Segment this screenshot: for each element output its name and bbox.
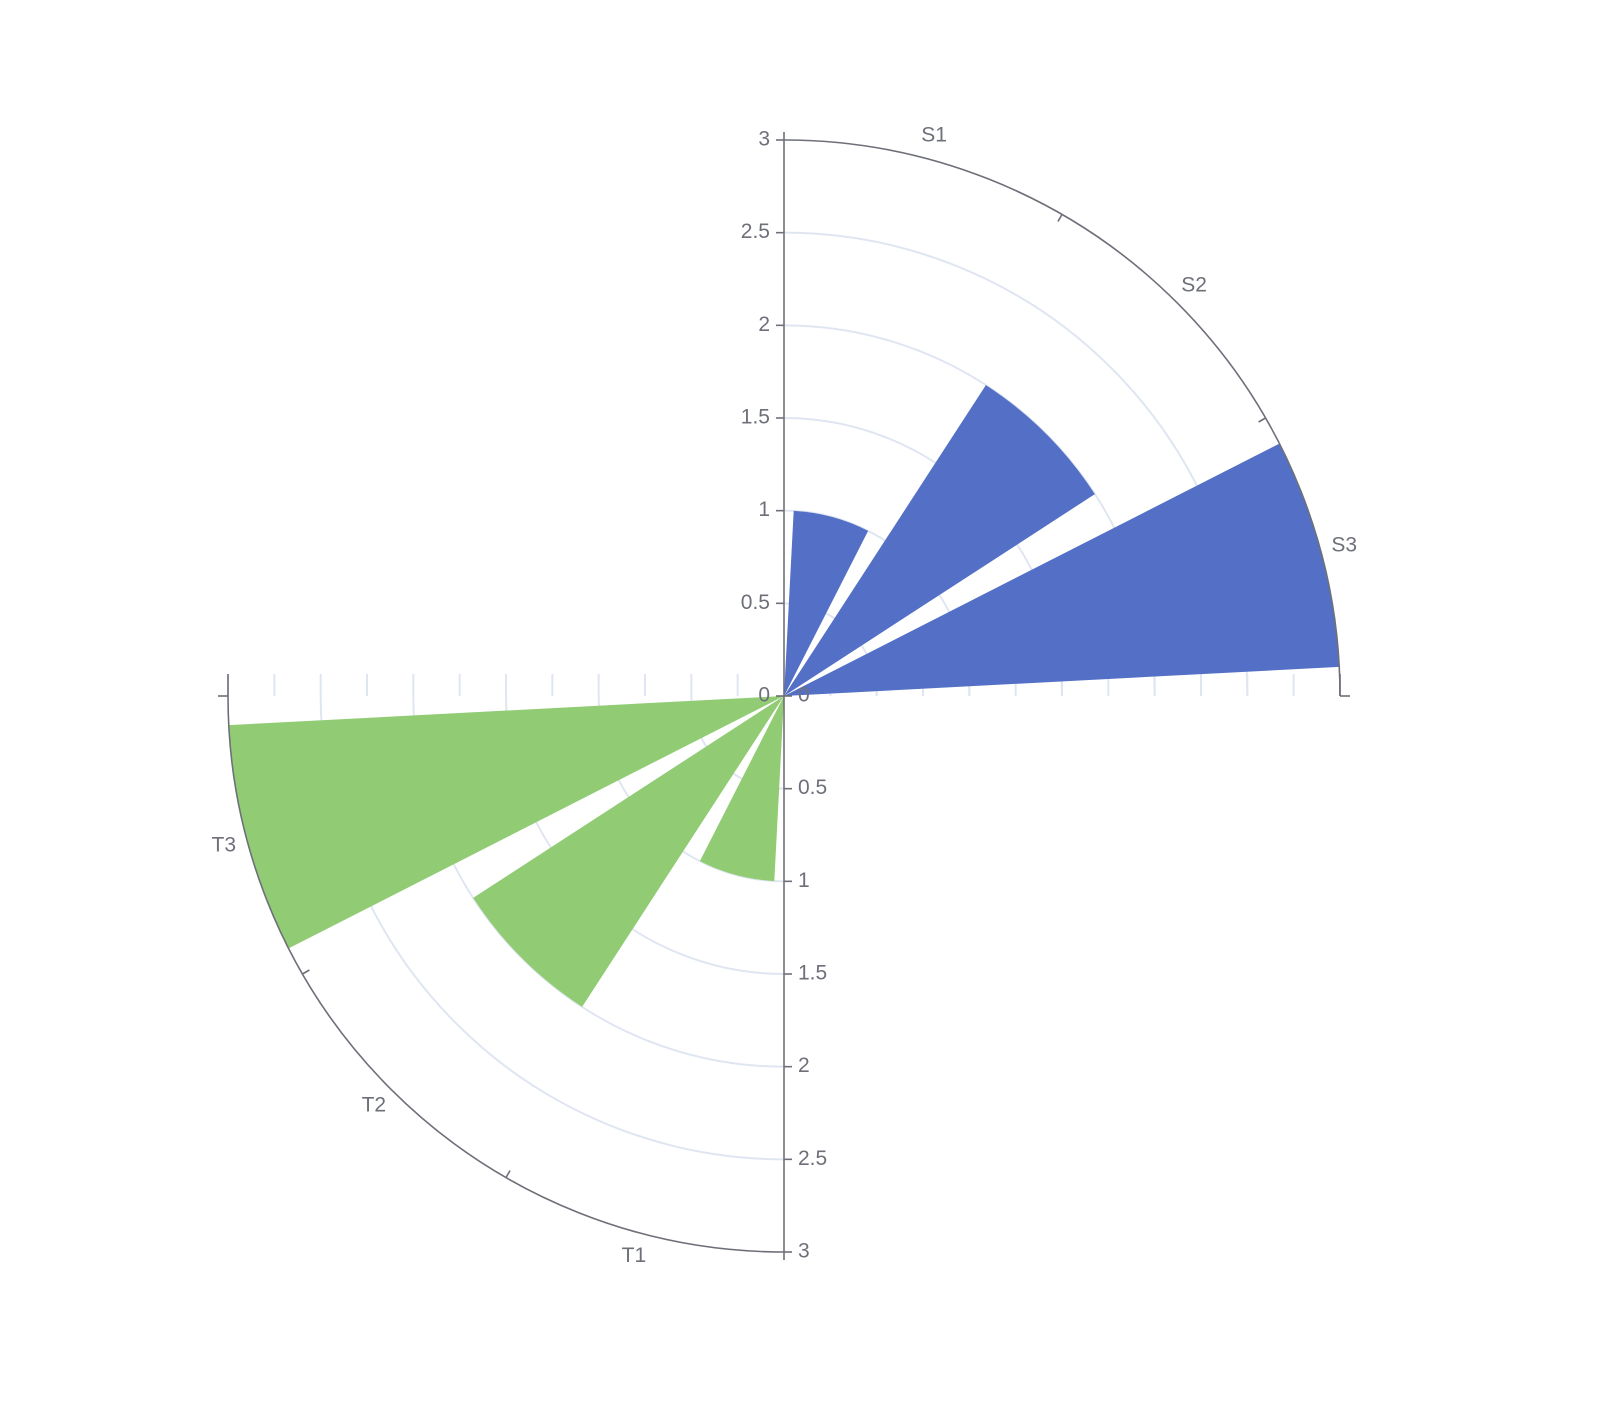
category-label-t1: T1 bbox=[622, 1244, 647, 1267]
radius-tick-label: 1 bbox=[758, 498, 770, 521]
labels-layer: S1 S2 S3 0 0.5 1 1.5 2 2.5 3 T1 T2 T3 0 0.5 1 1.5 2 2.5 3 bbox=[212, 123, 1358, 1266]
angle-axis-arc bbox=[227, 695, 785, 1253]
radius-tick-label: 1.5 bbox=[798, 962, 827, 985]
category-label-t2: T2 bbox=[362, 1094, 387, 1117]
radius-tick-label: 0.5 bbox=[741, 591, 770, 614]
radius-tick-label: 0 bbox=[798, 684, 810, 707]
bar-s2[interactable] bbox=[784, 385, 1095, 696]
bar-t1[interactable] bbox=[699, 696, 784, 882]
angle-axis-arc bbox=[783, 139, 1341, 697]
radius-tick-label: 2.5 bbox=[741, 220, 770, 243]
bar-s3[interactable] bbox=[784, 443, 1340, 696]
bar-s1[interactable] bbox=[784, 510, 869, 696]
radius-tick-label: 0 bbox=[758, 684, 770, 707]
radius-tick-label: 1.5 bbox=[741, 406, 770, 429]
radius-tick-label: 2 bbox=[758, 313, 770, 336]
bar-t2[interactable] bbox=[473, 696, 784, 1007]
axes-layer bbox=[218, 132, 1350, 1260]
radius-tick-label: 2.5 bbox=[798, 1147, 827, 1170]
category-label-s1: S1 bbox=[921, 123, 947, 146]
bar-t3[interactable] bbox=[228, 696, 785, 949]
angle-axis-tick bbox=[302, 969, 310, 975]
category-label-s3: S3 bbox=[1331, 533, 1357, 556]
angle-axis-tick bbox=[505, 1170, 511, 1178]
category-label-t3: T3 bbox=[212, 834, 237, 857]
radius-tick-label: 2 bbox=[798, 1054, 810, 1077]
angle-axis-tick bbox=[1258, 417, 1266, 423]
radius-tick-label: 1 bbox=[798, 869, 810, 892]
radius-tick-label: 0.5 bbox=[798, 776, 827, 799]
bars-layer bbox=[228, 385, 1340, 1007]
angle-axis-tick bbox=[1057, 214, 1063, 222]
radius-tick-label: 3 bbox=[798, 1240, 810, 1263]
radius-tick-label: 3 bbox=[758, 128, 770, 151]
category-label-s2: S2 bbox=[1181, 273, 1207, 296]
